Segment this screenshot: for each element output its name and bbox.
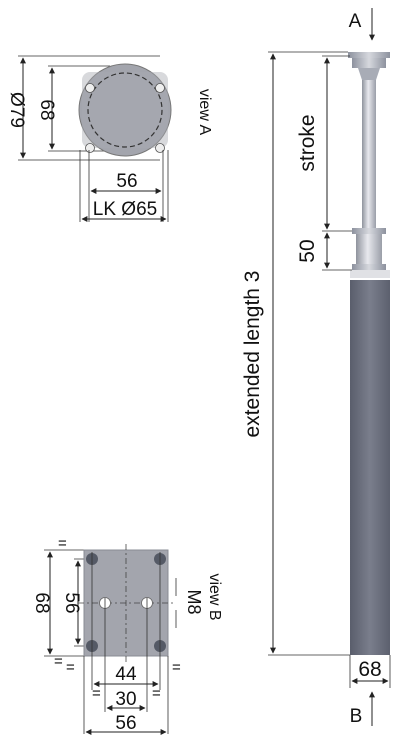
extended-length-label: extended length 3 (241, 271, 264, 438)
dim-hole-spacing-label: 56 (61, 592, 82, 613)
hole (85, 83, 95, 93)
hole (85, 143, 95, 153)
dim-center-label: 30 (115, 689, 136, 710)
hole (155, 143, 165, 153)
equal-mark: = (92, 685, 101, 702)
arrow-a-label: A (349, 11, 362, 32)
dim-outer-label: Ø79 (6, 92, 27, 128)
body-cap (350, 270, 390, 278)
equal-mark: = (54, 653, 63, 670)
top-view-group: Ø79 68 56 LK Ø65 view A (6, 55, 213, 222)
dim-height-label: 68 (31, 592, 52, 613)
equal-mark: = (152, 685, 161, 702)
view-b-label: view B (206, 573, 223, 620)
cylinder-body (350, 280, 390, 655)
thread-label: M8 (184, 589, 204, 614)
side-view-group: A extended length 3 stroke 50 (241, 8, 391, 727)
stroke-offset-label: 50 (296, 239, 319, 262)
top-flange (348, 52, 390, 80)
equal-mark: = (66, 659, 75, 676)
equal-mark: = (58, 535, 67, 552)
flange-plate-top (78, 63, 172, 157)
dim-width-label: 56 (115, 713, 136, 734)
arrow-b-label: B (350, 706, 363, 727)
dim-width-holes-label: 44 (115, 664, 137, 685)
bolt-circle (87, 72, 163, 148)
base-width-label: 68 (358, 658, 381, 681)
dim-holes-label: 56 (116, 171, 137, 192)
dim-bolt-circle-label: LK Ø65 (93, 199, 157, 220)
stroke-label: stroke (296, 114, 319, 171)
guide-collar (352, 228, 386, 270)
base-plate (78, 544, 176, 734)
equal-mark: = (172, 659, 181, 676)
piston-rod (362, 80, 376, 228)
bottom-view-group: 68 56 44 30 56 M8 view B = = = = = = (31, 535, 223, 735)
dim-inner-label: 68 (36, 99, 57, 120)
view-a-label: view A (196, 89, 213, 136)
hole (155, 83, 165, 93)
